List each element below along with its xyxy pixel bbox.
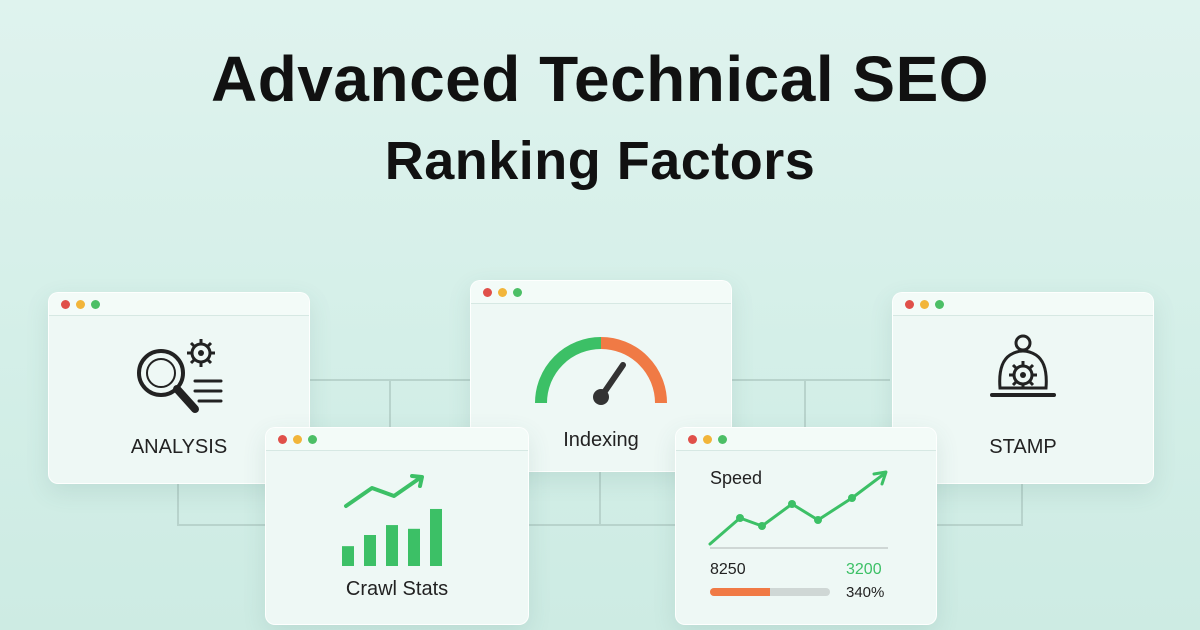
speed-percent: 340% xyxy=(846,584,885,601)
window-bar xyxy=(471,281,731,304)
minimize-dot xyxy=(703,435,712,444)
crawl-bars-chart xyxy=(342,474,442,566)
minimize-dot xyxy=(920,300,929,309)
crawl-bar xyxy=(430,508,442,566)
stamp-label: STAMP xyxy=(989,436,1057,458)
crawl-bar xyxy=(386,525,398,566)
maximize-dot xyxy=(91,300,100,309)
speed-progress-fill xyxy=(710,588,770,596)
maximize-dot xyxy=(513,288,522,297)
window-bar xyxy=(49,293,309,316)
page-title-line1: Advanced Technical SEO xyxy=(210,43,990,115)
gauge-orange-arc xyxy=(600,337,667,404)
maximize-dot xyxy=(718,435,727,444)
speed-gauge xyxy=(535,337,667,405)
trend-arrow-icon xyxy=(344,476,422,508)
gauge-green-arc xyxy=(535,337,602,404)
analysis-card: ANALYSIS xyxy=(48,292,310,484)
speed-right-value: 3200 xyxy=(846,561,882,578)
page-title-line2: Ranking Factors xyxy=(384,131,816,191)
crawl-bar xyxy=(364,535,376,566)
close-dot xyxy=(483,288,492,297)
close-dot xyxy=(278,435,287,444)
speed-title: Speed xyxy=(710,468,763,488)
close-dot xyxy=(905,300,914,309)
window-bar xyxy=(266,428,528,451)
close-dot xyxy=(688,435,697,444)
maximize-dot xyxy=(308,435,317,444)
crawl-stats-card: Crawl Stats xyxy=(265,427,529,625)
indexing-label: Indexing xyxy=(563,429,639,451)
analysis-label: ANALYSIS xyxy=(130,436,228,458)
speed-left-value: 8250 xyxy=(710,561,746,578)
speed-line-chart xyxy=(708,470,888,549)
speed-card: Speed 8250 3200 340% xyxy=(675,427,937,625)
minimize-dot xyxy=(293,435,302,444)
magnifier-icon xyxy=(137,339,223,413)
gear-icon xyxy=(187,339,215,367)
speed-progress-track xyxy=(710,588,830,596)
window-bar xyxy=(893,293,1153,316)
stamp-gear-icon xyxy=(990,334,1056,397)
crawl-bar xyxy=(342,546,354,566)
minimize-dot xyxy=(76,300,85,309)
crawl-stats-label: Crawl Stats xyxy=(345,578,449,600)
minimize-dot xyxy=(498,288,507,297)
stamp-card: STAMP xyxy=(892,292,1154,484)
crawl-bar xyxy=(408,528,420,566)
close-dot xyxy=(61,300,70,309)
window-bar xyxy=(676,428,936,451)
maximize-dot xyxy=(935,300,944,309)
lines-icon xyxy=(193,379,223,403)
